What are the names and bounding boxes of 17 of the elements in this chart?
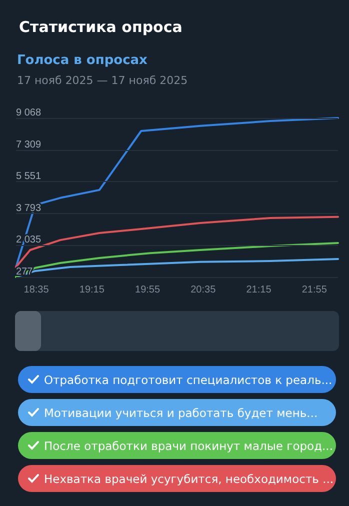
x-tick-label: 19:55 [135, 284, 160, 296]
y-tick-label: 5 551 [16, 171, 42, 182]
x-tick-label: 19:15 [79, 284, 105, 296]
y-tick-label: 7 309 [16, 139, 42, 150]
text: Отработка подготовит специалистов к реаль... [44, 372, 332, 386]
x-tick-label: 18:35 [24, 284, 50, 296]
y-tick-label: 9 068 [16, 108, 42, 118]
text: Нехватка врачей усугубится, необходимость ... [44, 472, 334, 486]
x-tick-label: 21:55 [302, 284, 328, 296]
chart-title: Статистика опроса [19, 18, 182, 36]
y-tick-label: 2 035 [16, 234, 42, 246]
text: 17 нояб 2025 — 17 нояб 2025 [17, 74, 188, 87]
text: Мотивации учиться и работать будет мень... [44, 406, 318, 420]
x-tick-label: 20:35 [190, 284, 216, 296]
text: После отработки врачи покинут малые город... [44, 438, 333, 452]
x-tick-label: 21:15 [246, 284, 272, 296]
chart-subtitle: Голоса в опросах [17, 53, 148, 68]
